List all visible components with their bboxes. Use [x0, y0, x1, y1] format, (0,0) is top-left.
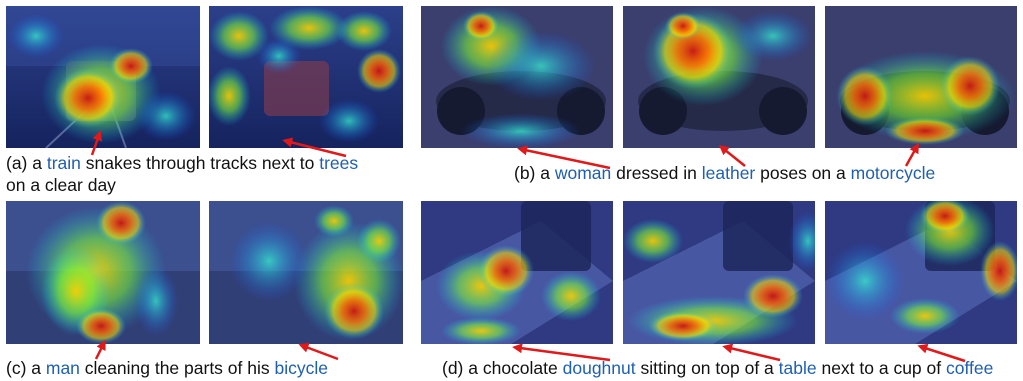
heatmap-panel-b-motorcycle [825, 6, 1017, 148]
caption-text: (c) a [6, 358, 46, 378]
caption-word-trees: trees [319, 153, 359, 173]
caption-text: cleaning the parts of his [79, 358, 275, 378]
caption-text: (a) a [6, 153, 47, 173]
heatmap-panel-a-train [6, 6, 200, 148]
caption-text: dressed in [611, 163, 702, 183]
heatmap-panel-b-woman [421, 6, 613, 148]
caption-word-leather: leather [701, 163, 756, 183]
caption-word-table: table [778, 358, 817, 378]
caption-a-line1: (a) a train snakes through tracks next t… [6, 152, 358, 174]
heatmap-panel-b-leather [623, 6, 815, 148]
caption-text: snakes through tracks next to [80, 153, 320, 173]
heatmap-panel-d-coffee [825, 201, 1017, 344]
caption-word-coffee: coffee [945, 358, 994, 378]
heatmap-panel-d-doughnut [421, 201, 613, 344]
caption-c: (c) a man cleaning the parts of his bicy… [6, 357, 328, 379]
heatmap-panel-a-trees [209, 6, 403, 148]
heatmap-panel-c-man [6, 201, 200, 344]
caption-word-bicycle: bicycle [274, 358, 328, 378]
caption-d: (d) a chocolate doughnut sitting on top … [442, 357, 993, 379]
caption-text: (b) a [514, 163, 555, 183]
caption-word-train: train [46, 153, 81, 173]
heatmap-panel-c-bicycle [209, 201, 403, 344]
caption-text: (d) a chocolate [442, 358, 563, 378]
caption-word-man: man [45, 358, 80, 378]
caption-text: poses on a [755, 163, 851, 183]
caption-text: sitting on top of a [635, 358, 779, 378]
caption-word-woman: woman [554, 163, 612, 183]
caption-word-motorcycle: motorcycle [850, 163, 936, 183]
caption-word-doughnut: doughnut [562, 358, 636, 378]
heatmap-panel-d-table [623, 201, 815, 344]
caption-text: next to a cup of [816, 358, 946, 378]
caption-a-line2: on a clear day [6, 175, 116, 195]
caption-b: (b) a woman dressed in leather poses on … [514, 162, 935, 184]
